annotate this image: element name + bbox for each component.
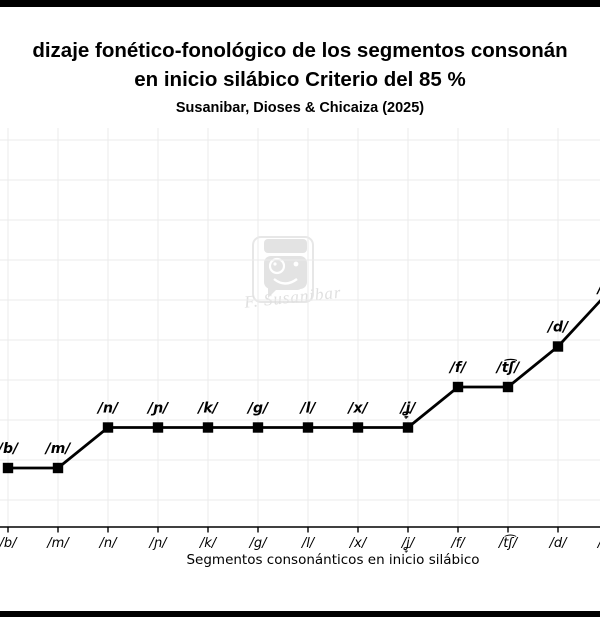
data-point-marker xyxy=(2,462,14,474)
data-point-label: /g/ xyxy=(246,401,270,417)
data-point-marker xyxy=(302,422,314,433)
data-point-marker xyxy=(252,422,264,433)
x-tick-label: /ɲ/ xyxy=(148,536,168,551)
data-point-label: /d/ xyxy=(546,320,570,336)
data-point-label: /f/ xyxy=(448,360,468,376)
data-point-label: /n/ xyxy=(96,401,120,417)
data-point-label: /x/ xyxy=(346,401,369,417)
watermark-logo xyxy=(252,236,314,303)
chart-title-line-2: en inicio silábico Criterio del 85 % xyxy=(134,68,466,91)
top-border-bar xyxy=(0,0,600,7)
data-point-marker xyxy=(152,422,164,433)
data-point-marker xyxy=(202,422,214,433)
data-point-marker xyxy=(552,341,564,352)
chart-subtitle: Susanibar, Dioses & Chicaiza (2025) xyxy=(175,100,425,116)
x-tick-label: /n/ xyxy=(99,536,119,551)
data-point-label: /ɲ/ xyxy=(146,401,170,417)
data-point-label: /ʝ̞/ xyxy=(398,401,417,420)
x-tick-label: /t͡ʃ/ xyxy=(498,535,519,551)
x-tick-label: /f/ xyxy=(450,536,466,551)
data-point-label: /k/ xyxy=(196,401,219,417)
data-point-marker xyxy=(402,422,414,433)
x-tick-label: /x/ xyxy=(349,536,368,551)
data-point-label: /l/ xyxy=(298,401,317,417)
data-point-label: /b/ xyxy=(0,441,20,457)
data-point-label: /t͡ʃ/ xyxy=(495,358,522,376)
x-axis-title: Segmentos consonánticos en inicio silábi… xyxy=(186,552,480,568)
data-point-marker xyxy=(452,381,464,393)
x-tick-label-partial: / xyxy=(597,536,600,551)
chart-title-line-1: dizaje fonético-fonológico de los segmen… xyxy=(32,39,568,62)
chart-header: dizaje fonético-fonológico de los segmen… xyxy=(0,36,600,117)
x-tick-label: /m/ xyxy=(46,536,70,551)
x-tick-label: /b/ xyxy=(0,536,18,551)
data-point-marker xyxy=(502,381,514,393)
data-point-marker xyxy=(102,422,114,433)
data-point-marker xyxy=(352,422,364,433)
x-tick-label: /g/ xyxy=(248,536,268,551)
data-point-label-partial: / xyxy=(595,281,600,297)
x-tick-label: /l/ xyxy=(301,536,316,551)
series-line xyxy=(8,299,600,470)
x-tick-label: /k/ xyxy=(199,536,218,551)
data-point-label: /m/ xyxy=(44,441,73,457)
data-point-marker xyxy=(52,462,64,474)
x-tick-label: /ʝ̞/ xyxy=(401,536,416,553)
bottom-border-bar xyxy=(0,611,600,617)
x-tick-label: /d/ xyxy=(548,536,568,551)
